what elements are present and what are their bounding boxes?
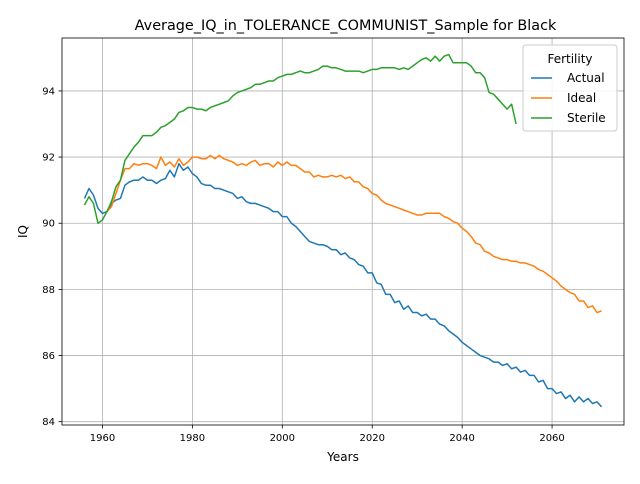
y-tick-label: 84 bbox=[42, 417, 55, 428]
x-tick-label: 2020 bbox=[359, 433, 384, 444]
series-line-sterile bbox=[83, 53, 517, 224]
y-tick-label: 92 bbox=[42, 153, 55, 164]
x-axis-label: Years bbox=[326, 450, 359, 464]
legend-entries: Actual Ideal Sterile bbox=[531, 71, 606, 125]
y-tick-label: 94 bbox=[42, 86, 55, 97]
legend: Fertility Actual Ideal Sterile bbox=[522, 44, 618, 132]
x-tick-label: 1980 bbox=[180, 433, 205, 444]
x-tick-label: 2040 bbox=[449, 433, 474, 444]
y-axis-label: IQ bbox=[16, 225, 30, 238]
legend-box bbox=[522, 44, 618, 132]
legend-label-actual: Actual bbox=[567, 71, 605, 85]
x-tick-label: 2060 bbox=[539, 433, 564, 444]
x-tick-label: 1960 bbox=[90, 433, 115, 444]
legend-label-ideal: Ideal bbox=[567, 91, 596, 105]
series-line-ideal bbox=[106, 154, 602, 314]
legend-title: Fertility bbox=[547, 52, 592, 66]
y-tick-label: 88 bbox=[42, 285, 55, 296]
plot-frame bbox=[61, 37, 625, 426]
chart-title: Average_IQ_in_TOLERANCE_COMMUNIST_Sample… bbox=[135, 18, 557, 34]
legend-label-sterile: Sterile bbox=[567, 111, 606, 125]
y-tick-label: 90 bbox=[42, 219, 55, 230]
series-lines bbox=[83, 53, 603, 408]
axis-ticks: 1960 1980 2000 2020 2040 2060 84 86 88 90 92 94 bbox=[42, 86, 565, 444]
y-tick-label: 86 bbox=[42, 351, 55, 362]
series-line-actual bbox=[83, 162, 603, 408]
x-tick-label: 2000 bbox=[270, 433, 295, 444]
